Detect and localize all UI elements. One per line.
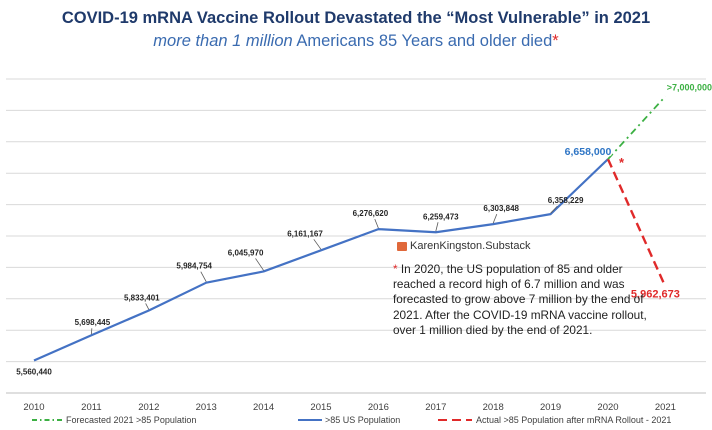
x-tick-label: 2010 (23, 402, 44, 413)
subtitle-emphasis: more than 1 million (153, 32, 293, 50)
data-label: 6,303,848 (483, 204, 519, 213)
data-label: 5,698,445 (75, 318, 111, 327)
x-tick-label: 2018 (483, 402, 504, 413)
series-line-actual-2021 (606, 158, 667, 288)
legend-label: Actual >85 Population after mRNA Rollout… (476, 415, 671, 425)
x-tick-label: 2019 (540, 402, 561, 413)
x-tick-label: 2017 (425, 402, 446, 413)
legend-label: Forecasted 2021 >85 Population (66, 415, 196, 425)
data-label: 6,259,473 (423, 212, 459, 221)
x-tick-label: 2011 (81, 402, 101, 413)
x-tick-label: 2014 (253, 402, 274, 413)
annotation-asterisk: * (619, 155, 625, 170)
data-label-leader (255, 258, 264, 271)
data-label: 6,161,167 (287, 229, 323, 238)
x-tick-label: 2012 (138, 402, 159, 413)
data-label-leader (374, 218, 379, 229)
data-label: >7,000,000 (667, 82, 712, 92)
x-tick-label: 2021 (655, 402, 676, 413)
footnote-asterisk: * (393, 262, 398, 276)
data-label-leader (550, 205, 558, 214)
source-credit: KarenKingston.Substack (397, 240, 530, 252)
data-label: 6,358,229 (548, 196, 584, 205)
data-label: 5,962,673 (631, 289, 680, 301)
data-label: 6,045,970 (228, 248, 264, 257)
x-tick-label: 2015 (310, 402, 331, 413)
data-label: 5,833,401 (124, 293, 160, 302)
data-label-leader (200, 271, 207, 282)
data-label: 6,658,000 (565, 146, 612, 158)
footnote-text: In 2020, the US population of 85 and old… (393, 262, 647, 337)
series-line-forecast-2021 (607, 95, 667, 160)
substack-icon (397, 241, 407, 251)
data-label-leader (145, 303, 150, 310)
legend-label: >85 US Population (325, 415, 400, 425)
source-label: KarenKingston.Substack (410, 240, 531, 252)
data-label-leader (313, 239, 322, 250)
subtitle-asterisk: * (552, 32, 559, 50)
footnote: * In 2020, the US population of 85 and o… (393, 262, 663, 338)
x-tick-label: 2016 (368, 402, 389, 413)
chart-subtitle: more than 1 million Americans 85 Years a… (0, 32, 712, 51)
data-label: 6,276,620 (353, 209, 389, 218)
data-label: 5,984,754 (176, 262, 212, 271)
data-label-leader (435, 222, 439, 232)
series-line-85-population (33, 158, 609, 362)
x-tick-label: 2020 (597, 402, 618, 413)
chart-title: COVID-19 mRNA Vaccine Rollout Devastated… (61, 9, 651, 27)
x-tick-label: 2013 (196, 402, 217, 413)
data-label-leader (492, 213, 498, 224)
subtitle-text: Americans 85 Years and older died (292, 32, 553, 50)
data-label: 5,560,440 (16, 368, 52, 377)
